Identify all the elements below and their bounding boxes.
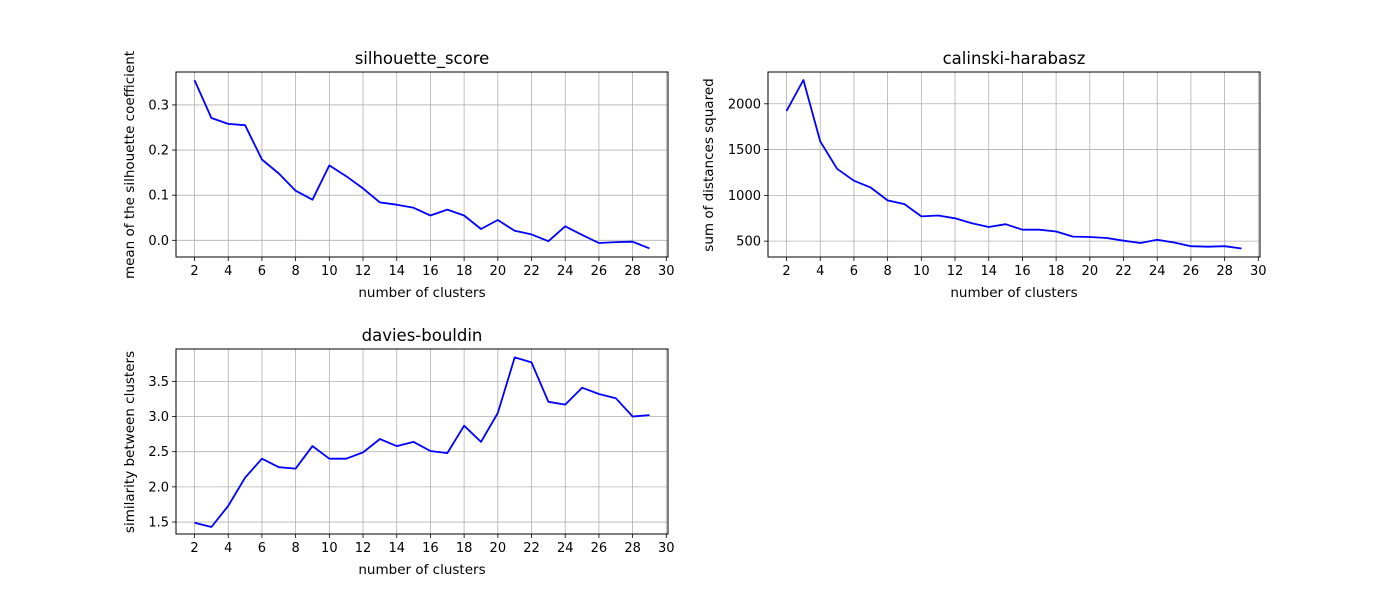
- x-tick-label: 4: [224, 264, 232, 279]
- x-axis-label: number of clusters: [358, 562, 485, 578]
- x-tick-label: 4: [224, 541, 232, 556]
- chart-title: silhouette_score: [355, 49, 490, 69]
- x-tick-label: 12: [947, 264, 964, 279]
- x-tick-label: 24: [557, 541, 574, 556]
- y-axis-label: mean of the silhouette coefficient: [122, 51, 138, 279]
- axes-frame: [175, 348, 669, 535]
- x-tick-label: 10: [321, 264, 338, 279]
- x-tick-label: 10: [913, 264, 930, 279]
- x-tick-label: 6: [258, 541, 266, 556]
- y-tick-label: 1500: [728, 143, 761, 158]
- x-axis-label: number of clusters: [950, 285, 1077, 301]
- y-tick-label: 3.0: [148, 410, 169, 425]
- plot-area: 2 4 6 8 10 12 14 16 18 20 22 24 26 28 300.00.10.20.3: [148, 71, 675, 279]
- x-tick-label: 26: [1183, 264, 1200, 279]
- x-tick-label: 8: [883, 264, 891, 279]
- x-tick-label: 2: [190, 264, 198, 279]
- x-tick-label: 12: [355, 264, 372, 279]
- y-tick-label: 2000: [728, 97, 761, 112]
- x-tick-label: 18: [456, 541, 473, 556]
- x-tick-label: 16: [422, 264, 439, 279]
- y-tick-label: 0.3: [148, 98, 169, 113]
- y-tick-label: 2.0: [148, 480, 169, 495]
- x-tick-label: 14: [980, 264, 997, 279]
- series-line: [785, 79, 1242, 250]
- x-tick-label: 4: [816, 264, 824, 279]
- x-tick-label: 22: [1115, 264, 1132, 279]
- x-tick-label: 24: [557, 264, 574, 279]
- x-tick-label: 6: [850, 264, 858, 279]
- y-tick-label: 500: [736, 235, 761, 250]
- x-tick-label: 20: [1082, 264, 1099, 279]
- x-tick-label: 26: [591, 264, 608, 279]
- x-tick-label: 28: [624, 264, 641, 279]
- y-tick-label: 0.2: [148, 144, 169, 159]
- y-tick-label: 3.5: [148, 375, 169, 390]
- y-axis-label: similarity between clusters: [122, 351, 138, 533]
- davies-bouldin-chart: davies-bouldin 2 4 6 8 10 12 14 16 18 20 22 24 26 28 3…: [122, 326, 675, 578]
- y-tick-label: 1.5: [148, 516, 169, 531]
- series-line: [193, 79, 650, 250]
- y-tick-label: 0.1: [148, 189, 169, 204]
- x-tick-label: 22: [523, 541, 540, 556]
- x-tick-label: 8: [291, 541, 299, 556]
- x-tick-label: 28: [624, 541, 641, 556]
- x-tick-label: 8: [291, 264, 299, 279]
- axes-frame: [767, 71, 1261, 258]
- x-tick-label: 28: [1216, 264, 1233, 279]
- x-tick-label: 16: [1014, 264, 1031, 279]
- x-tick-label: 30: [658, 541, 675, 556]
- x-tick-label: 12: [355, 541, 372, 556]
- x-tick-label: 20: [490, 541, 507, 556]
- plot-area: 2 4 6 8 10 12 14 16 18 20 22 24 26 28 3050010001500200…: [728, 71, 1267, 279]
- series-line: [194, 356, 650, 528]
- x-tick-label: 10: [321, 541, 338, 556]
- x-tick-label: 2: [782, 264, 790, 279]
- x-tick-label: 6: [258, 264, 266, 279]
- y-tick-label: 2.5: [148, 445, 169, 460]
- x-tick-label: 2: [190, 541, 198, 556]
- x-tick-label: 14: [388, 541, 405, 556]
- plot-area: 2 4 6 8 10 12 14 16 18 20 22 24 26 28 301.52.02.53.03.…: [148, 348, 675, 556]
- x-tick-label: 18: [1048, 264, 1065, 279]
- x-tick-label: 16: [422, 541, 439, 556]
- x-tick-label: 30: [658, 264, 675, 279]
- y-tick-label: 1000: [728, 189, 761, 204]
- x-tick-label: 30: [1250, 264, 1267, 279]
- x-tick-label: 18: [456, 264, 473, 279]
- y-tick-label: 0.0: [148, 234, 169, 249]
- chart-title: calinski-harabasz: [943, 49, 1086, 68]
- x-tick-label: 26: [591, 541, 608, 556]
- x-tick-label: 20: [490, 264, 507, 279]
- x-axis-label: number of clusters: [358, 285, 485, 301]
- silhouette-score-chart: silhouette_score 2 4 6 8 10 12 14 16 18 20 22 24 26 2…: [122, 49, 675, 301]
- x-tick-label: 24: [1149, 264, 1166, 279]
- x-tick-label: 14: [388, 264, 405, 279]
- axes-frame: [175, 71, 669, 258]
- calinski-harabasz-chart: calinski-harabasz 2 4 6 8 10 12 14 16 18 20 22 24 26…: [701, 49, 1267, 301]
- y-axis-label: sum of distances squared: [701, 78, 717, 251]
- x-tick-label: 22: [523, 264, 540, 279]
- chart-title: davies-bouldin: [362, 326, 483, 345]
